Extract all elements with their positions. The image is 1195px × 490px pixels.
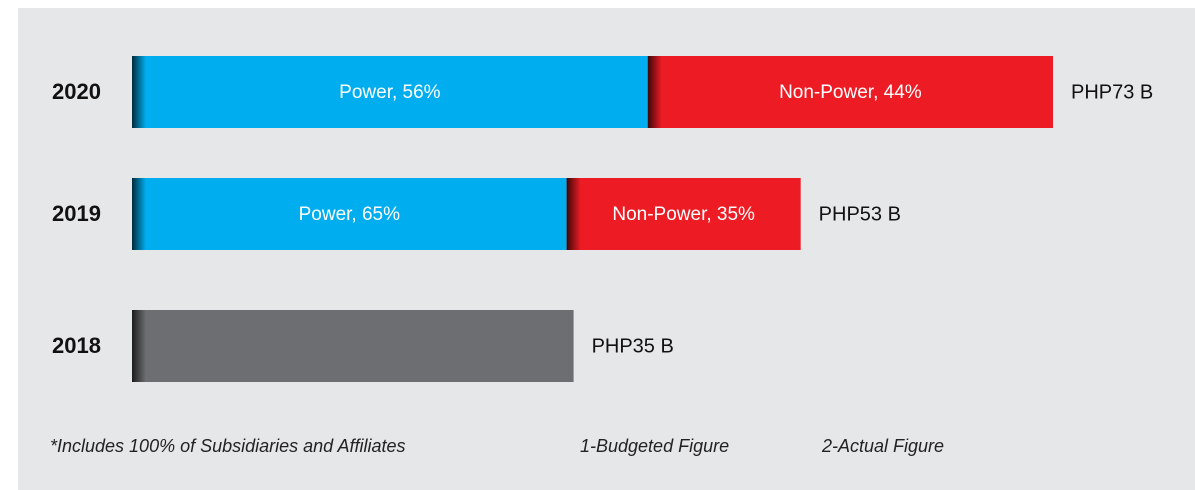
category-label: 2020 — [52, 79, 101, 104]
bar-segment — [132, 56, 648, 128]
segment-label: Non-Power, 44% — [779, 82, 922, 103]
segment-label: Power, 56% — [339, 82, 440, 103]
total-label: PHP35 B — [592, 335, 674, 357]
bar — [132, 310, 574, 382]
total-label: PHP73 B — [1071, 81, 1153, 103]
category-label: 2018 — [52, 333, 101, 358]
footnote: *Includes 100% of Subsidiaries and Affil… — [50, 436, 406, 456]
total-label: PHP53 B — [819, 203, 901, 225]
bar-segment — [132, 178, 567, 250]
bar-shadow — [132, 310, 146, 382]
bar-segment — [566, 178, 801, 250]
bar-shadow — [132, 178, 146, 250]
bar-shadow — [132, 56, 146, 128]
footnote: 1-Budgeted Figure — [580, 436, 729, 456]
category-label: 2019 — [52, 201, 101, 226]
bar-shadow — [566, 178, 581, 250]
footnote: 2-Actual Figure — [821, 436, 944, 456]
segment-label: Power, 65% — [299, 204, 400, 225]
bar-shadow — [647, 56, 662, 128]
segment-label: Non-Power, 35% — [612, 204, 755, 225]
bar-segment — [647, 56, 1053, 128]
